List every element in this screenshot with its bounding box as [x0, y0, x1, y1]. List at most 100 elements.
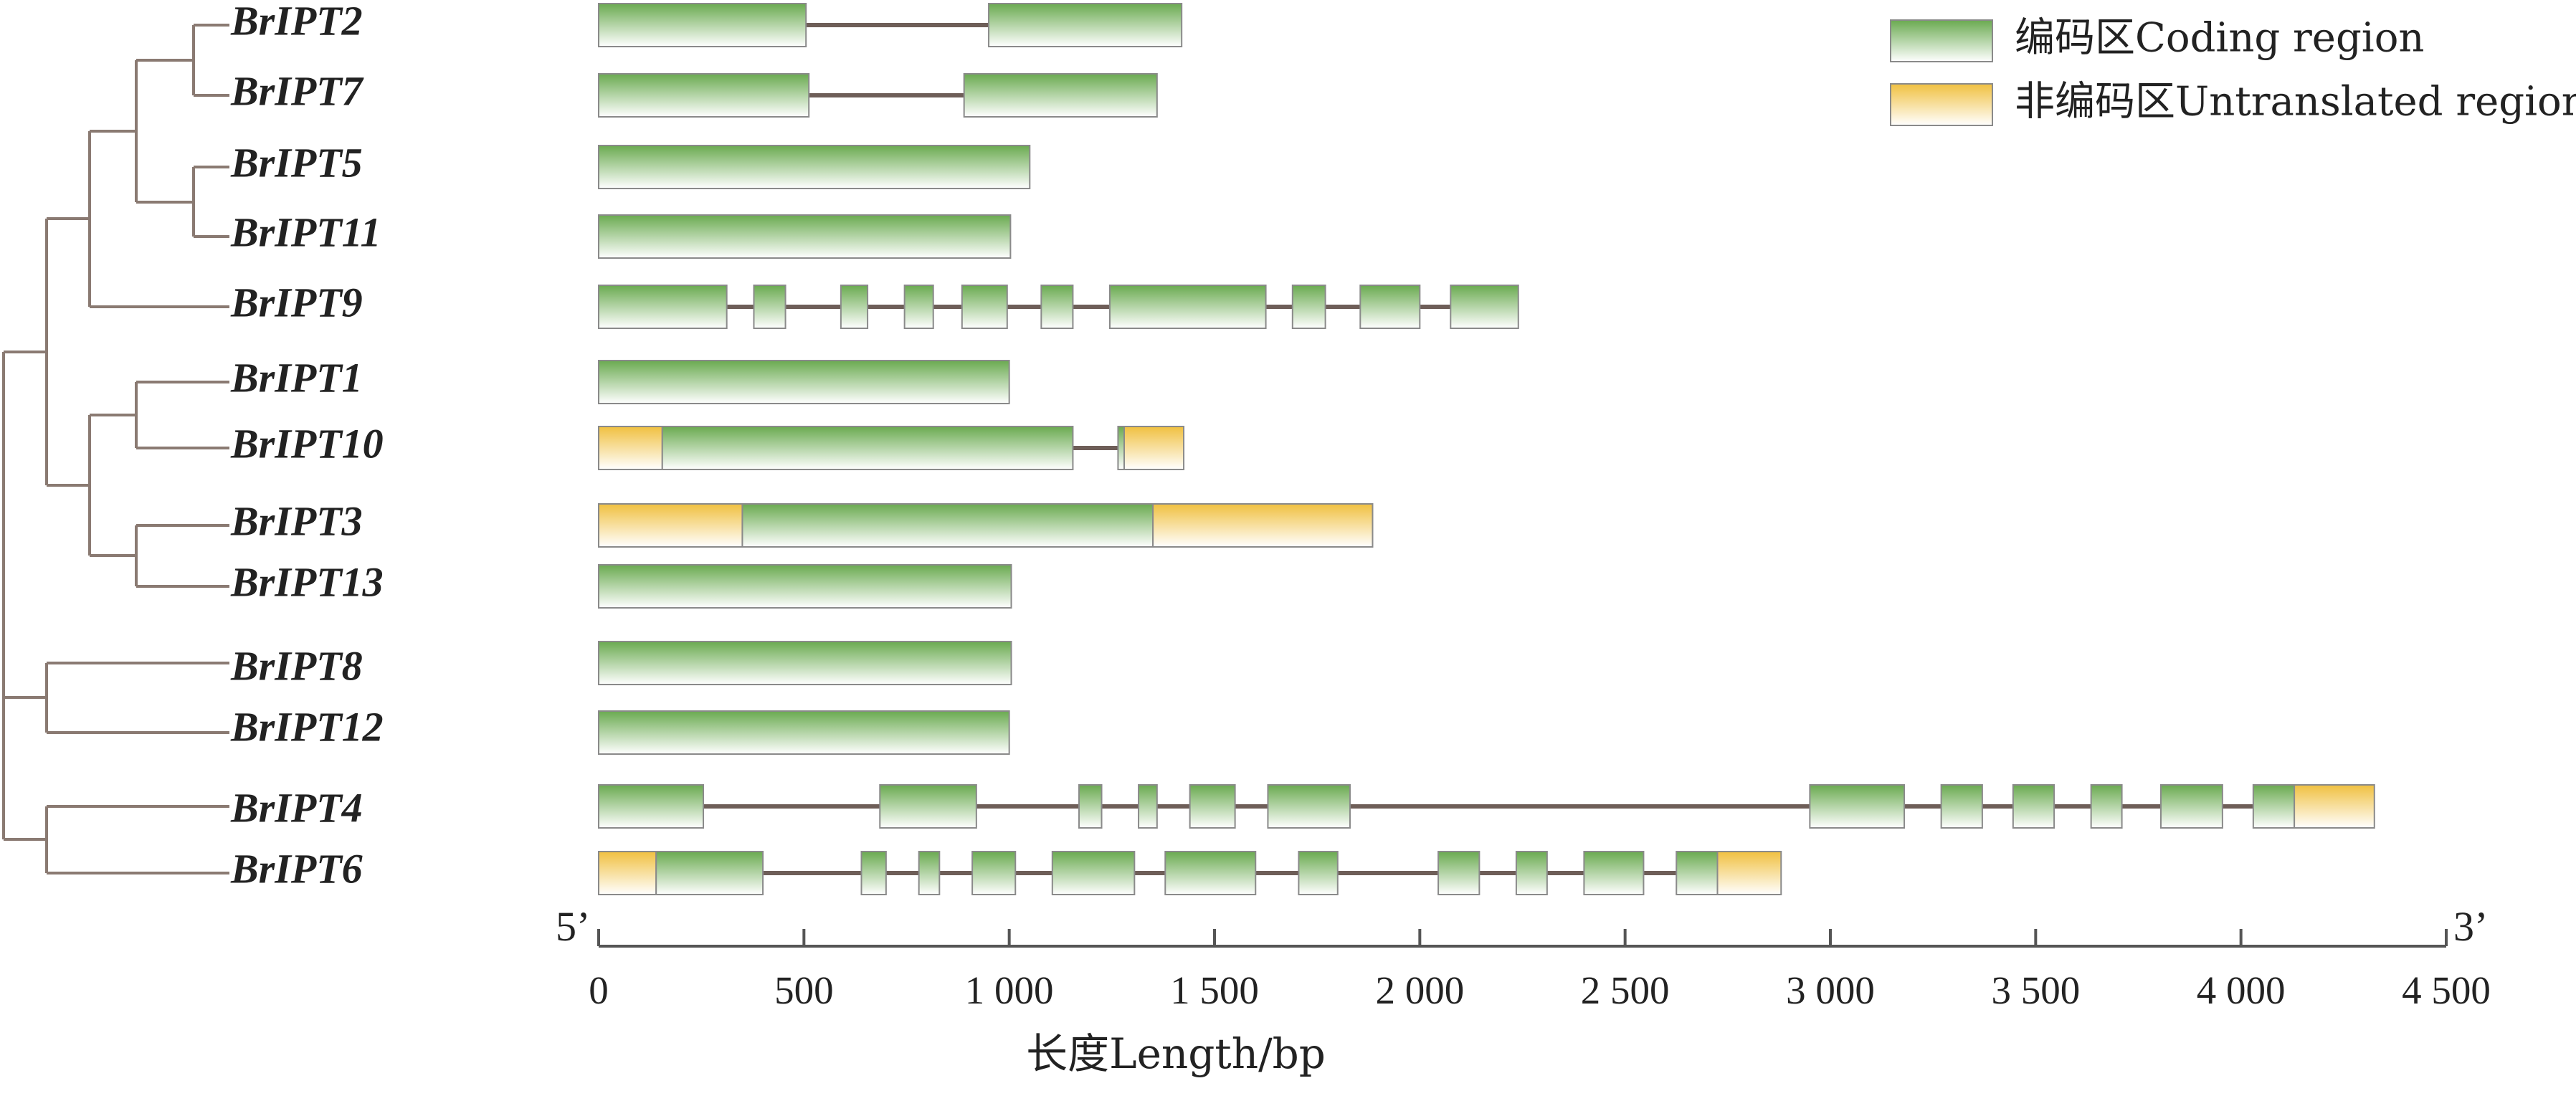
untranslated-region-block	[1716, 851, 1782, 895]
coding-region-block	[598, 564, 1012, 609]
gene-row-bript11	[598, 214, 1012, 259]
legend-label-coding: 编码区Coding region	[2015, 15, 2424, 62]
gene-row-bript1	[598, 360, 1010, 404]
coding-region-block	[655, 851, 764, 895]
gene-label: BrIPT12	[230, 703, 384, 750]
gene-label: BrIPT13	[230, 558, 384, 605]
gene-row-bript10	[598, 426, 1185, 470]
coding-region-block	[1298, 851, 1339, 895]
gene-label: BrIPT5	[230, 139, 363, 186]
coding-region-block	[598, 73, 810, 118]
coding-region-block	[598, 214, 1012, 259]
coding-region-block	[1450, 285, 1519, 329]
tree-branch-clade-2-7	[192, 24, 229, 97]
gene-label: BrIPT10	[230, 420, 384, 467]
axis-tick-label: 2 500	[1581, 968, 1670, 1012]
phylogenetic-tree	[2, 24, 229, 874]
coding-region-block	[1809, 784, 1906, 829]
coding-region-block	[971, 851, 1017, 895]
gene-label: BrIPT7	[230, 67, 364, 114]
tree-branch-clade-1-10-3-13	[88, 414, 136, 557]
three-prime-label: 3’	[2453, 903, 2488, 950]
coding-region-block	[988, 3, 1183, 47]
gene-label: BrIPT3	[230, 497, 363, 544]
coding-region-block	[1437, 851, 1481, 895]
gene-row-bript13	[598, 564, 1012, 609]
coding-region-block	[1078, 784, 1103, 829]
coding-region-block	[1267, 784, 1351, 829]
coding-region-block	[1138, 784, 1158, 829]
gene-structures	[598, 3, 2375, 895]
gene-row-bript12	[598, 710, 1010, 755]
coding-region-block	[1189, 784, 1236, 829]
axis-ticks: 0 500 1 000 1 500 2 000 2 500 3 000 3 500 4 000 4…	[589, 929, 2491, 1012]
tree-branch-clade-1-10	[135, 381, 229, 449]
tree-branch-clade-3-13	[135, 524, 229, 588]
axis-title: 长度Length/bp	[1026, 1029, 1326, 1078]
coding-region-block	[840, 285, 869, 329]
coding-region-block	[2090, 784, 2123, 829]
coding-region-block	[661, 426, 1074, 470]
coding-region-block	[598, 145, 1031, 189]
coding-region-block	[1940, 784, 1983, 829]
coding-region-block	[2012, 784, 2055, 829]
tree-branch-clade-upper	[45, 217, 90, 487]
coding-region-block	[961, 285, 1008, 329]
coding-region-block	[879, 784, 977, 829]
gene-label: BrIPT4	[230, 784, 363, 831]
axis-tick-label: 4 000	[2197, 968, 2286, 1012]
gene-row-bript4	[598, 784, 2375, 829]
untranslated-region-block	[1152, 503, 1374, 548]
untranslated-region-block	[2294, 784, 2375, 829]
gene-row-bript8	[598, 641, 1012, 685]
coding-region-block	[1676, 851, 1719, 895]
coding-region-block	[918, 851, 941, 895]
coding-region-block	[753, 285, 786, 329]
axis-tick-label: 0	[589, 968, 609, 1012]
untranslated-region-block	[598, 426, 663, 470]
coding-region-block	[1117, 426, 1126, 470]
coding-region-block	[598, 710, 1010, 755]
tree-branch-clade-5-11	[192, 166, 229, 238]
coding-region-block	[2252, 784, 2296, 829]
tree-branch-clade-to-ipt9	[88, 130, 229, 308]
gene-label: BrIPT2	[230, 0, 363, 44]
gene-row-bript9	[598, 285, 1519, 329]
coding-region-block	[598, 784, 705, 829]
axis-tick-label: 2 000	[1375, 968, 1464, 1012]
gene-labels: BrIPT2 BrIPT7 BrIPT5 BrIPT11 BrIPT9 BrIP…	[230, 0, 384, 892]
coding-region-block	[1040, 285, 1074, 329]
gene-label: BrIPT6	[230, 845, 363, 892]
coding-region-block	[903, 285, 934, 329]
axis-tick-label: 500	[774, 968, 834, 1012]
coding-region-block	[598, 641, 1012, 685]
tree-branch-clade-mid	[2, 351, 47, 841]
coding-region-block	[1051, 851, 1136, 895]
coding-region-block	[598, 360, 1010, 404]
tree-branch-clade-2-7-5-11	[135, 59, 194, 204]
gene-row-bript2	[598, 3, 1183, 47]
legend: 编码区Coding region 非编码区Untranslated region	[1890, 15, 2576, 126]
gene-row-bript7	[598, 73, 1158, 118]
axis-tick-label: 1 500	[1170, 968, 1259, 1012]
gene-label: BrIPT8	[230, 642, 363, 689]
legend-swatch-coding	[1890, 19, 1993, 62]
coding-region-block	[598, 3, 807, 47]
untranslated-region-block	[598, 851, 657, 895]
coding-region-block	[963, 73, 1158, 118]
tree-branch-clade-4-6	[45, 805, 229, 874]
gene-row-bript6	[598, 851, 1782, 895]
axis-tick-label: 3 500	[1991, 968, 2080, 1012]
coding-region-block	[741, 503, 1154, 548]
gene-label: BrIPT1	[230, 354, 363, 401]
legend-label-utr: 非编码区Untranslated region	[2015, 79, 2576, 125]
tree-branch-clade-8-12	[45, 662, 229, 734]
coding-region-block	[2159, 784, 2223, 829]
five-prime-label: 5’	[556, 903, 590, 950]
gene-label: BrIPT11	[230, 209, 381, 255]
coding-region-block	[1164, 851, 1257, 895]
legend-swatch-utr	[1890, 83, 1993, 126]
axis-tick-label: 3 000	[1786, 968, 1875, 1012]
axis-tick-label: 1 000	[965, 968, 1054, 1012]
